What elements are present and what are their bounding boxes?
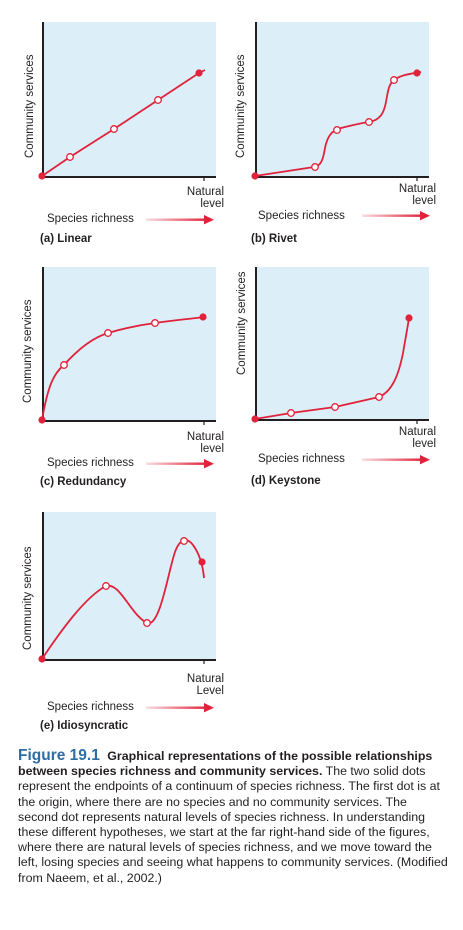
figure-title: Graphical representations of the possibl…	[18, 749, 433, 779]
figure-number: Figure 19.1	[18, 747, 100, 764]
point-open	[180, 537, 188, 545]
panel-keystone: Community services Natural level Species…	[231, 245, 463, 495]
x-axis	[42, 659, 216, 661]
plot-area	[43, 22, 216, 176]
plot-area	[43, 267, 216, 420]
point-open	[154, 96, 162, 104]
curve-rivet	[251, 69, 422, 181]
panel-linear: Community services Natural level Species…	[0, 0, 230, 250]
point-open	[390, 76, 398, 84]
endpoint-natural	[405, 314, 413, 322]
y-axis	[255, 267, 257, 420]
natural-level-label: Natural level	[186, 186, 224, 210]
endpoint-origin	[38, 416, 46, 424]
natural-level-label: Natural Level	[186, 673, 224, 697]
natural-level-label: Natural level	[398, 183, 436, 207]
curve-keystone	[251, 314, 418, 424]
x-axis	[255, 419, 429, 421]
x-axis-label: Species richness	[258, 210, 345, 222]
x-axis	[42, 420, 216, 422]
point-open	[333, 126, 341, 134]
endpoint-natural	[413, 69, 421, 77]
arrow-right-icon	[146, 459, 214, 469]
point-open	[311, 163, 319, 171]
plot-area	[256, 22, 429, 176]
y-axis	[255, 22, 257, 177]
point-open	[365, 118, 373, 126]
x-axis-label: Species richness	[47, 457, 134, 469]
panel-redundancy: Community services Natural level Species…	[0, 245, 230, 495]
endpoint-natural	[195, 69, 203, 77]
point-open	[104, 329, 112, 337]
panel-tag: (b) Rivet	[251, 233, 297, 245]
panel-rivet: Community services Natural level Species…	[231, 0, 463, 250]
natural-level-label: Natural level	[398, 426, 436, 450]
y-axis	[42, 512, 44, 660]
endpoint-origin	[38, 172, 46, 180]
panel-idiosyncratic: Community services Natural Level Species…	[0, 492, 230, 742]
x-axis	[255, 176, 429, 178]
endpoint-origin	[251, 415, 259, 423]
y-axis	[42, 22, 44, 177]
natural-level-label: Natural level	[186, 431, 224, 455]
figure-body: The two solid dots represent the endpoin…	[18, 764, 448, 885]
point-open	[66, 153, 74, 161]
x-axis	[42, 176, 216, 178]
panel-tag: (d) Keystone	[251, 475, 321, 487]
y-axis	[42, 267, 44, 421]
panel-tag: (a) Linear	[40, 233, 92, 245]
curve-linear	[38, 69, 206, 181]
curve-idiosyncratic	[38, 537, 206, 664]
figure-caption: Figure 19.1 Graphical representations of…	[18, 748, 448, 886]
plot-area	[256, 267, 429, 419]
endpoint-natural	[198, 558, 206, 566]
endpoint-origin	[251, 172, 259, 180]
arrow-right-icon	[146, 703, 214, 713]
panel-tag: (c) Redundancy	[40, 476, 127, 488]
endpoint-natural	[199, 313, 207, 321]
point-open	[60, 361, 68, 369]
point-open	[143, 619, 151, 627]
arrow-right-icon	[362, 455, 430, 465]
panel-tag: (e) Idiosyncratic	[40, 720, 129, 732]
x-axis-label: Species richness	[47, 701, 134, 713]
point-open	[375, 393, 383, 401]
point-open	[287, 409, 295, 417]
x-axis-label: Species richness	[258, 453, 345, 465]
plot-area	[43, 512, 216, 659]
arrow-right-icon	[146, 215, 214, 225]
point-open	[151, 319, 159, 327]
point-open	[331, 403, 339, 411]
curve-redundancy	[38, 313, 207, 425]
arrow-right-icon	[362, 211, 430, 221]
endpoint-origin	[38, 655, 46, 663]
x-axis-label: Species richness	[47, 213, 134, 225]
point-open	[110, 125, 118, 133]
point-open	[102, 582, 110, 590]
